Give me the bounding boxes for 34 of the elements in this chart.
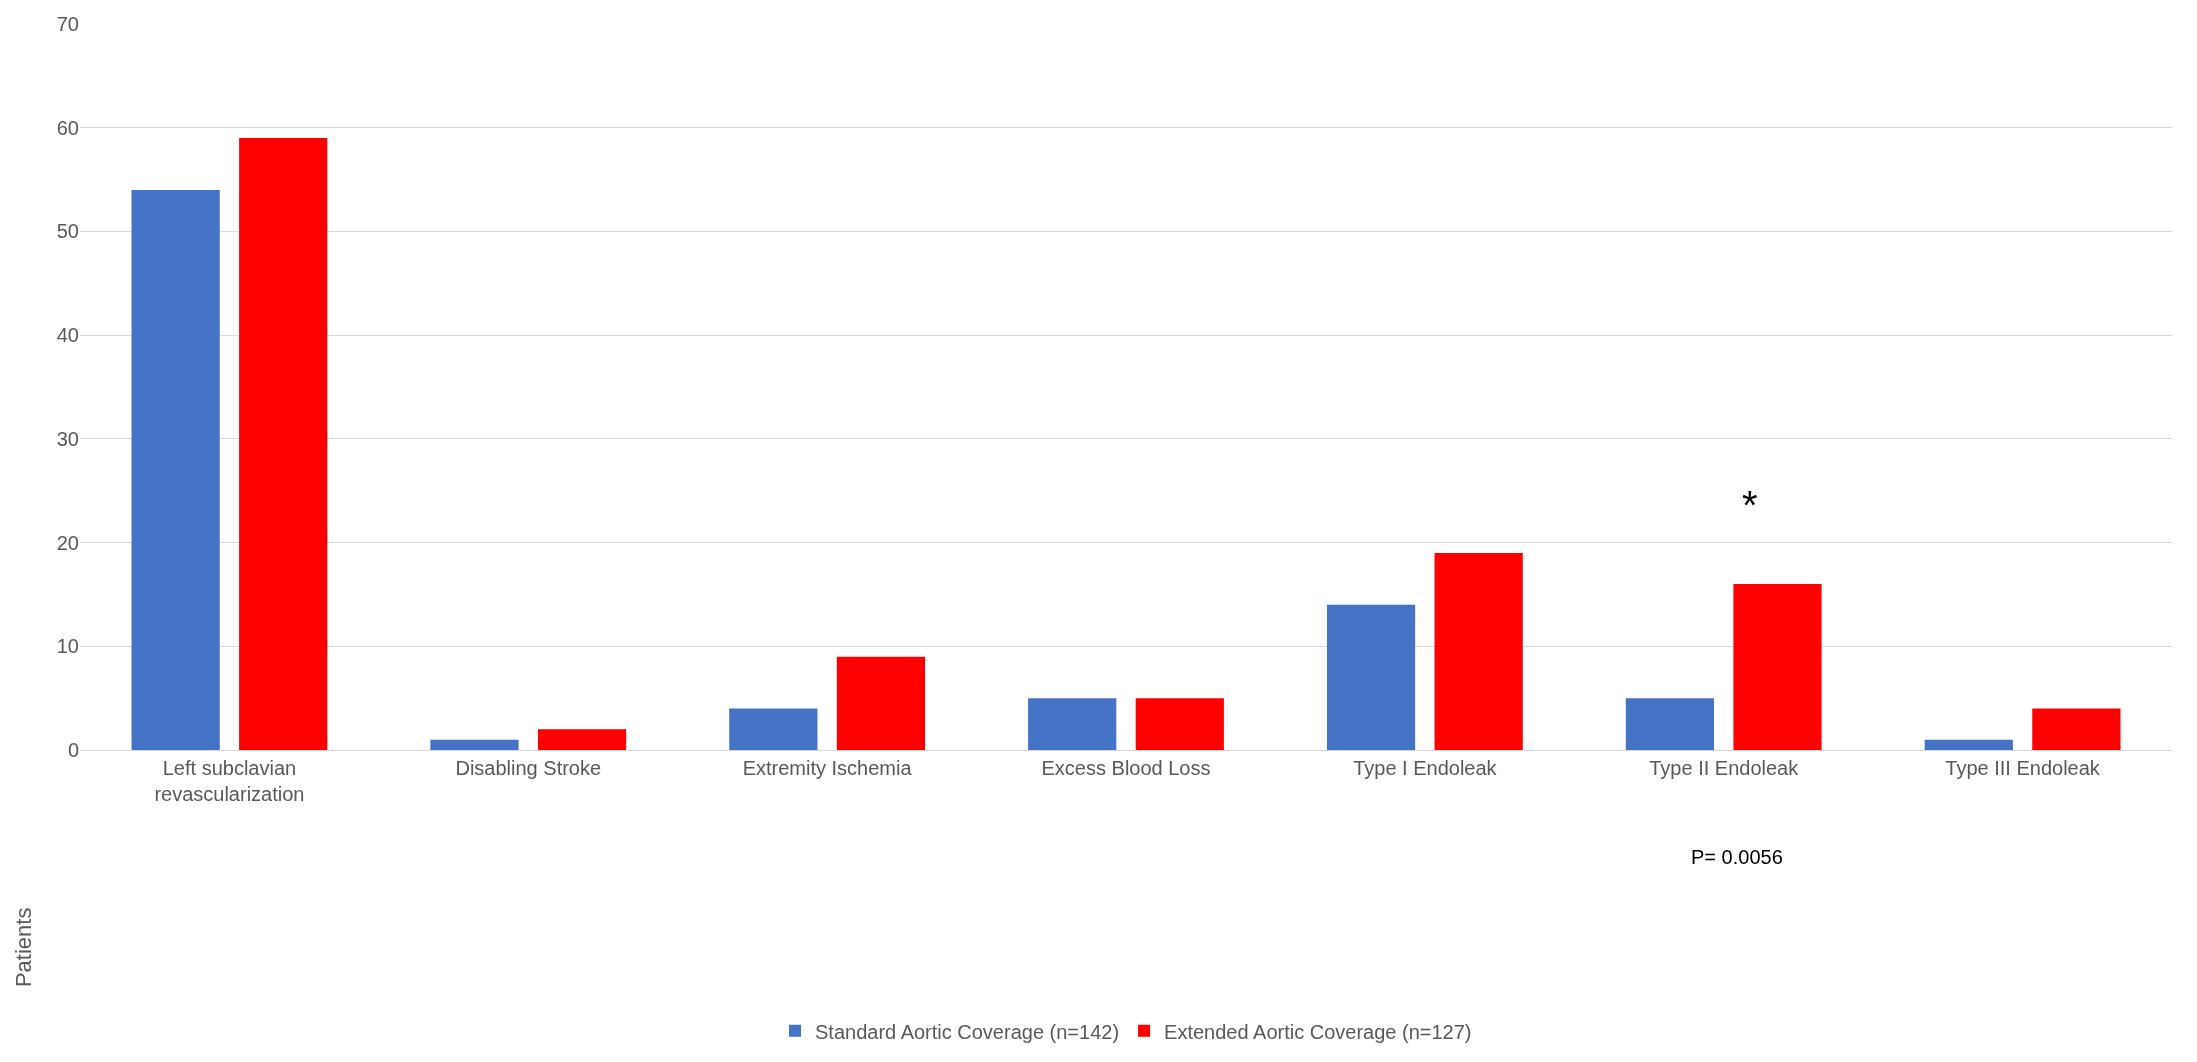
bar: [239, 138, 328, 750]
text: Patients: [10, 907, 36, 988]
x-tick-label: Extremity Ischemia: [742, 757, 913, 780]
annotation: *: [1742, 483, 1758, 527]
y-tick-label: 30: [56, 427, 79, 450]
x-tick-label: Type III Endoleak: [1945, 757, 2101, 780]
y-tick-label: 50: [56, 220, 79, 243]
legend-label: Extended Aortic Coverage (n=127): [1164, 1020, 1472, 1043]
y-tick-label: 10: [56, 635, 79, 658]
y-tick-label: 40: [56, 324, 79, 347]
bar: [430, 739, 519, 750]
x-tick-label: Excess Blood Loss: [1041, 757, 1211, 780]
bar: [537, 729, 627, 750]
bar: [1326, 604, 1416, 750]
x-tick-label: Type I Endoleak: [1353, 757, 1498, 780]
x-tick-label: Disabling Stroke: [455, 757, 602, 780]
bar: [729, 708, 818, 750]
text: P= 0.0056: [1691, 846, 1783, 868]
x-tick-label: Type II Endoleak: [1649, 757, 1800, 780]
x-tick-label: Left subclavian revascularization: [154, 757, 305, 806]
bar: [1625, 698, 1715, 750]
y-tick-label: 60: [56, 116, 79, 139]
bar: [1733, 584, 1822, 750]
bar: [1924, 739, 2013, 750]
bar: [836, 656, 926, 750]
bar: [1434, 552, 1523, 750]
bar: [1028, 698, 1117, 750]
bar: [1135, 698, 1224, 750]
legend-label: Standard Aortic Coverage (n=142): [815, 1020, 1120, 1043]
y-tick-label: 20: [56, 531, 79, 554]
bar: [2032, 708, 2121, 750]
y-tick-label: 70: [56, 13, 79, 35]
y-tick-label: 0: [67, 739, 79, 761]
bar: [131, 189, 220, 750]
